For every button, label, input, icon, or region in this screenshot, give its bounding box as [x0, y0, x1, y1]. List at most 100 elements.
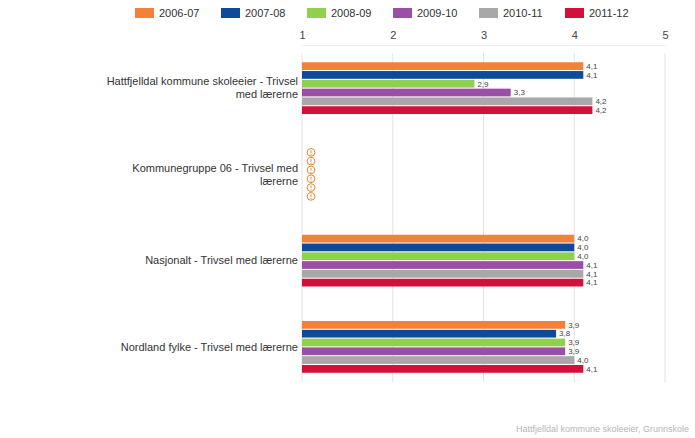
legend-item: 2008-09: [307, 7, 371, 19]
tick: 2: [390, 29, 396, 45]
category-label-line: lærerne: [260, 175, 298, 187]
bar: [302, 347, 565, 355]
missing-icons: [307, 149, 315, 201]
tick-label: 5: [662, 29, 668, 41]
missing-icon-stroke: [311, 194, 312, 197]
category-label-line: Nordland fylke - Trivsel med lærerne: [121, 341, 298, 353]
legend-swatch: [565, 8, 584, 18]
missing-icon-dot: [310, 180, 311, 181]
category-label-line: Nasjonalt - Trivsel med lærerne: [145, 254, 298, 266]
category-label-line: med lærerne: [236, 88, 298, 100]
data-label: 4,1: [586, 278, 598, 287]
category-labels: Hattfjelldal kommune skoleeier - Trivsel…: [107, 75, 298, 352]
data-label: 4,0: [577, 252, 589, 261]
tick: 4: [572, 29, 578, 45]
missing-icon: [307, 184, 315, 192]
missing-icon: [307, 157, 315, 165]
data-label: 4,1: [586, 261, 598, 270]
missing-icon-circle: [307, 193, 315, 201]
data-label: 4,2: [595, 106, 607, 115]
missing-icon-circle: [307, 157, 315, 165]
legend-item: 2007-08: [221, 7, 285, 19]
legend-swatch: [307, 8, 326, 18]
bar: [302, 244, 574, 252]
data-label: 4,1: [586, 62, 598, 71]
missing-icon-stroke: [311, 159, 312, 162]
bar: [302, 321, 565, 329]
missing-icon: [307, 166, 315, 174]
category-label: Nasjonalt - Trivsel med lærerne: [145, 254, 298, 266]
missing-icon-circle: [307, 184, 315, 192]
missing-icon: [307, 175, 315, 183]
grid-line: [665, 53, 666, 382]
data-label: 3,8: [559, 329, 571, 338]
missing-icon-circle: [307, 175, 315, 183]
data-label: 3,9: [568, 347, 580, 356]
bar: [302, 356, 574, 364]
data-label: 4,1: [586, 270, 598, 279]
legend-item: 2010-11: [479, 7, 543, 19]
bar: [302, 62, 583, 70]
missing-icon-dot: [310, 198, 311, 199]
legend-label: 2010-11: [503, 7, 543, 19]
data-label: 3,3: [514, 88, 526, 97]
legend-label: 2011-12: [589, 7, 629, 19]
axis-line: [303, 45, 666, 46]
category-label: Hattfjelldal kommune skoleeier - Trivsel…: [107, 75, 298, 100]
bar: [302, 106, 592, 114]
annotation: Hattfjelldal kommune skoleeier, Grunnsko…: [516, 424, 689, 434]
chart: 123454,14,03,94,14,03,82,94,03,93,34,13,…: [0, 0, 695, 438]
bar: [302, 80, 474, 88]
bar: [302, 279, 583, 287]
missing-icon-circle: [307, 166, 315, 174]
tick: 3: [481, 29, 487, 45]
missing-icon-stroke: [311, 150, 312, 153]
missing-icon-stroke: [311, 177, 312, 180]
bar: [302, 97, 592, 105]
missing-icon-stroke: [311, 168, 312, 171]
missing-icon: [307, 149, 315, 157]
tick-label: 4: [572, 29, 578, 41]
missing-icon: [307, 193, 315, 201]
tick-label: 2: [390, 29, 396, 41]
data-label: 4,0: [577, 234, 589, 243]
grid: [302, 53, 665, 382]
legend-item: 2006-07: [135, 7, 199, 19]
tick-label: 1: [299, 29, 305, 41]
legend-label: 2009-10: [417, 7, 457, 19]
bar: [302, 330, 556, 338]
data-label: 3,9: [568, 338, 580, 347]
legend-item: 2009-10: [393, 7, 457, 19]
category-label-line: Hattfjelldal kommune skoleeier - Trivsel: [107, 75, 298, 87]
category-label-line: Kommunegruppe 06 - Trivsel med: [132, 162, 298, 174]
bars: [302, 62, 592, 373]
data-labels: 4,14,03,94,14,03,82,94,03,93,34,13,94,24…: [477, 62, 607, 374]
missing-icon-dot: [310, 154, 311, 155]
bar: [302, 252, 574, 260]
missing-icon-dot: [310, 189, 311, 190]
tick: 1: [299, 29, 305, 45]
bar: [302, 261, 583, 269]
legend-label: 2008-09: [331, 7, 371, 19]
missing-icon-dot: [310, 163, 311, 164]
data-label: 4,1: [586, 365, 598, 374]
category-label: Kommunegruppe 06 - Trivsel medlærerne: [132, 162, 298, 187]
data-label: 2,9: [477, 80, 489, 89]
bar: [302, 270, 583, 278]
legend-item: 2011-12: [565, 7, 629, 19]
data-label: 3,9: [568, 321, 580, 330]
missing-icon-circle: [307, 149, 315, 157]
legend-swatch: [479, 8, 498, 18]
bar: [302, 365, 583, 373]
bar: [302, 71, 583, 79]
category-label: Nordland fylke - Trivsel med lærerne: [121, 341, 298, 353]
tick: 5: [662, 29, 668, 45]
legend-swatch: [393, 8, 412, 18]
data-label: 4,1: [586, 71, 598, 80]
missing-icon-stroke: [311, 186, 312, 189]
legend: 2006-07 2007-08 2008-09 2009-10 2010-11 2011-…: [135, 7, 629, 19]
bar: [302, 339, 565, 347]
legend-label: 2007-08: [245, 7, 285, 19]
legend-label: 2006-07: [159, 7, 199, 19]
legend-swatch: [221, 8, 240, 18]
